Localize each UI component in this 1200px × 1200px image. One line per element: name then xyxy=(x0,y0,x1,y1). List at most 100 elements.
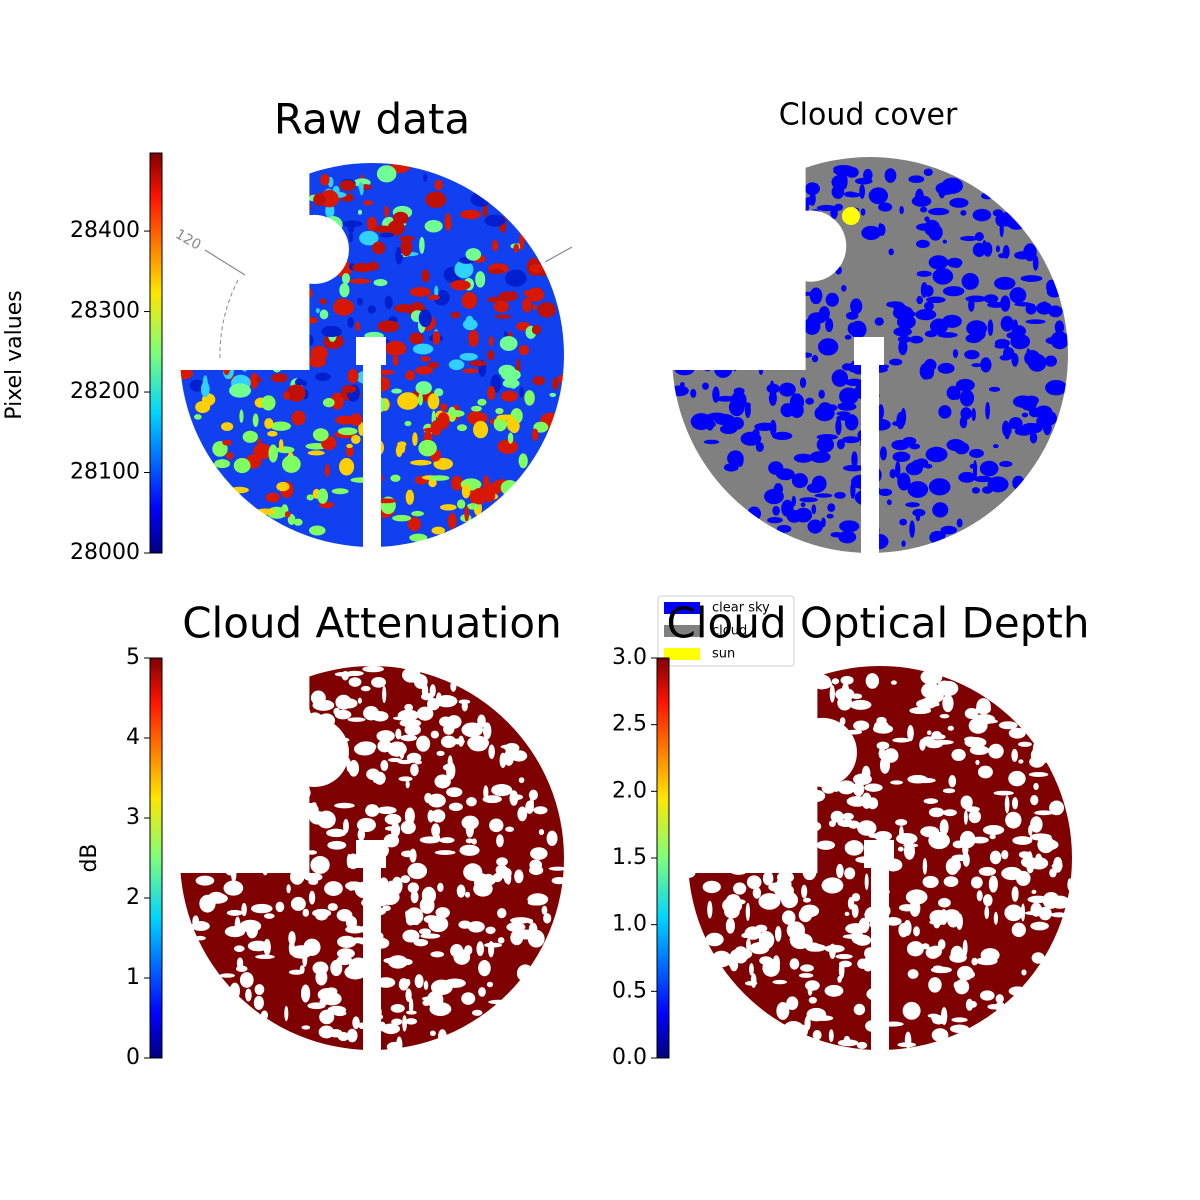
sky-blob xyxy=(466,796,477,807)
sky-blob xyxy=(669,385,689,397)
sky-blob xyxy=(1018,759,1024,764)
sky-blob xyxy=(995,245,1001,253)
sky-blob xyxy=(847,897,855,910)
sky-blob xyxy=(705,816,717,822)
sky-blob xyxy=(446,761,456,780)
sky-blob xyxy=(465,248,482,261)
sky-blob xyxy=(348,231,354,243)
sky-blob xyxy=(415,365,434,375)
sky-blob xyxy=(303,738,325,744)
sky-blob xyxy=(706,235,729,247)
sky-blob xyxy=(482,475,490,494)
sky-blob xyxy=(335,260,353,278)
sky-blob xyxy=(399,742,405,760)
sky-blob xyxy=(909,899,921,917)
sky-blob xyxy=(431,809,446,823)
sky-blob xyxy=(470,191,491,207)
sky-blob xyxy=(818,229,826,246)
sky-blob xyxy=(255,298,265,312)
sky-blob xyxy=(395,728,402,740)
sky-blob xyxy=(707,900,713,919)
sky-blob xyxy=(446,787,463,798)
sky-blob xyxy=(907,725,914,742)
sky-blob xyxy=(502,378,520,388)
colorbar-tick-label: 3.0 xyxy=(612,645,647,670)
sky-blob xyxy=(372,241,386,255)
sky-blob xyxy=(708,773,716,791)
sky-blob xyxy=(224,925,246,938)
sky-blob xyxy=(746,875,762,890)
sky-blob xyxy=(416,735,431,752)
sky-blob xyxy=(759,185,779,203)
sky-blob xyxy=(711,950,732,968)
sky-blob xyxy=(886,301,904,308)
colorbar xyxy=(656,657,670,1059)
sky-blob xyxy=(241,902,247,917)
sky-blob xyxy=(312,428,329,442)
sky-blob xyxy=(844,911,850,916)
sky-blob xyxy=(482,795,502,804)
sky-blob xyxy=(239,294,260,305)
sky-blob xyxy=(968,717,988,734)
sky-blob xyxy=(853,1003,866,1016)
sky-blob xyxy=(795,234,801,244)
sky-blob xyxy=(412,432,418,446)
sky-blob xyxy=(874,831,892,842)
sky-blob xyxy=(533,806,548,815)
sky-blob xyxy=(522,297,532,313)
sky-blob xyxy=(347,369,359,384)
sky-blob xyxy=(435,692,442,706)
sky-blob xyxy=(897,846,904,852)
sky-blob xyxy=(809,191,816,206)
sky-blob xyxy=(830,205,838,220)
sky-blob xyxy=(260,324,266,342)
sky-blob xyxy=(739,821,758,826)
sky-blob xyxy=(929,945,942,958)
sky-blob xyxy=(409,286,431,297)
sky-blob xyxy=(257,438,262,454)
sky-blob xyxy=(749,963,754,976)
sky-blob xyxy=(921,682,941,699)
sky-blob xyxy=(1012,836,1033,845)
sky-blob xyxy=(700,415,707,428)
sky-blob xyxy=(278,439,284,451)
sky-blob xyxy=(942,239,948,244)
sky-blob xyxy=(976,698,991,715)
sky-blob xyxy=(971,363,982,368)
sky-blob xyxy=(1002,420,1010,437)
sky-blob xyxy=(731,278,752,293)
sky-blob xyxy=(482,203,488,218)
colorbar xyxy=(149,657,163,1059)
sky-blob xyxy=(989,850,1002,865)
sky-blob xyxy=(864,783,883,792)
sky-blob xyxy=(268,264,273,272)
sky-blob xyxy=(423,915,439,924)
sky-blob xyxy=(229,383,252,398)
sky-blob xyxy=(534,894,543,903)
sky-blob xyxy=(814,678,833,690)
sky-blob xyxy=(500,390,518,402)
sky-blob xyxy=(384,205,390,218)
sky-blob xyxy=(964,708,979,720)
sky-blob xyxy=(765,230,772,238)
sky-blob xyxy=(772,431,793,441)
sky-blob xyxy=(276,481,290,492)
sky-blob xyxy=(215,773,222,791)
sky-blob xyxy=(541,905,548,915)
sky-blob xyxy=(984,906,990,920)
sky-blob xyxy=(268,444,278,463)
sky-blob xyxy=(807,209,823,226)
sky-blob xyxy=(245,988,252,1002)
sky-blob xyxy=(224,235,236,248)
sky-blob xyxy=(226,452,234,460)
sky-blob xyxy=(684,333,690,349)
sky-blob xyxy=(841,285,847,292)
sky-blob xyxy=(517,929,536,940)
sky-blob xyxy=(377,320,400,333)
sky-blob xyxy=(714,413,735,426)
sky-blob xyxy=(400,238,413,257)
sky-blob xyxy=(1044,355,1057,367)
sky-blob xyxy=(461,992,476,1005)
sky-blob xyxy=(907,481,929,498)
sky-blob xyxy=(798,973,814,978)
